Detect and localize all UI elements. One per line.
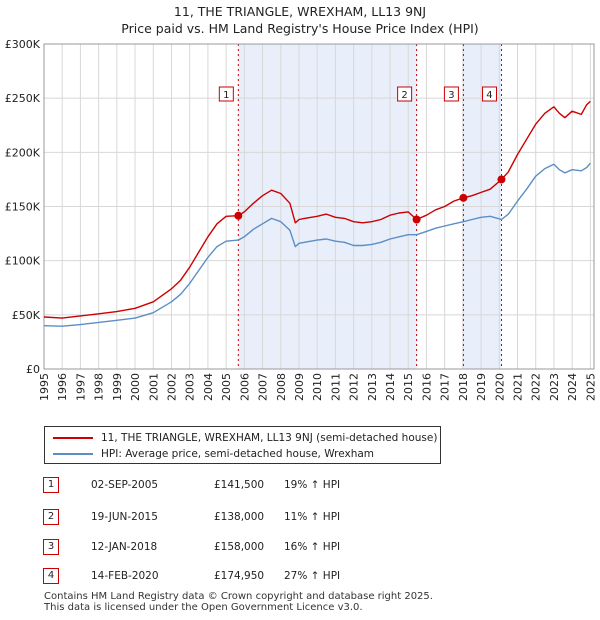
transaction-price: £158,000 [214,541,265,553]
transaction-hpi-diff: 27% ↑ HPI [284,570,341,582]
transaction-hpi-diff: 16% ↑ HPI [284,541,341,553]
y-tick-label: £50K [12,309,41,322]
sale-point [412,215,421,224]
y-tick-label: £300K [5,38,41,51]
x-tick-label: 2014 [384,373,397,401]
chart-title: 11, THE TRIANGLE, WREXHAM, LL13 9NJ [173,4,427,19]
sale-label-number: 4 [486,90,492,101]
x-tick-label: 2013 [366,373,379,401]
x-tick-label: 2003 [184,373,197,401]
legend-label-hpi: HPI: Average price, semi-detached house,… [101,448,375,460]
transaction-hpi-diff: 19% ↑ HPI [284,479,341,491]
x-tick-label: 2008 [275,373,288,401]
x-tick-label: 2025 [584,373,597,401]
footer-copyright: Contains HM Land Registry data © Crown c… [44,591,433,602]
transaction-hpi-diff: 11% ↑ HPI [284,511,341,523]
sale-label-number: 3 [448,90,454,101]
transaction-date: 19-JUN-2015 [91,511,158,523]
footer-licence: This data is licensed under the Open Gov… [44,602,363,613]
legend-item-hpi: HPI: Average price, semi-detached house,… [53,447,374,461]
transaction-number-badge: 3 [43,539,59,555]
x-tick-label: 2006 [238,373,251,401]
x-tick-label: 2024 [566,373,579,401]
y-tick-label: £0 [26,363,40,376]
x-tick-label: 2023 [548,373,561,401]
transaction-price: £138,000 [214,511,265,523]
sale-point [459,193,468,202]
x-tick-label: 1996 [56,373,69,401]
transaction-price: £141,500 [214,479,265,491]
legend-swatch-red [53,437,93,439]
x-tick-label: 2015 [402,373,415,401]
x-tick-label: 2010 [311,373,324,401]
x-tick-label: 2005 [220,373,233,401]
chart-legend: 11, THE TRIANGLE, WREXHAM, LL13 9NJ (sem… [44,426,441,464]
sale-label-number: 2 [401,90,407,101]
chart-subtitle: Price paid vs. HM Land Registry's House … [121,21,479,36]
transaction-price: £174,950 [214,570,265,582]
x-tick-label: 2020 [493,373,506,401]
y-tick-label: £250K [5,92,41,105]
sale-label-box [218,86,234,102]
hpi-line [43,162,591,327]
transaction-row: 2 19-JUN-2015 £138,000 11% ↑ HPI [0,506,600,530]
transaction-row: 4 14-FEB-2020 £174,950 27% ↑ HPI [0,565,600,589]
x-tick-label: 2018 [457,373,470,401]
transaction-number-badge: 4 [43,568,59,584]
x-tick-label: 1999 [111,373,124,401]
x-tick-label: 1998 [93,373,106,401]
legend-item-property: 11, THE TRIANGLE, WREXHAM, LL13 9NJ (sem… [53,431,437,445]
x-tick-label: 2004 [202,373,215,401]
x-tick-label: 1995 [38,373,51,401]
sale-label-box [397,86,413,102]
transaction-number-badge: 1 [43,477,59,493]
transaction-number-badge: 2 [43,509,59,525]
legend-label-property: 11, THE TRIANGLE, WREXHAM, LL13 9NJ (sem… [101,432,438,444]
x-tick-label: 2007 [257,373,270,401]
x-tick-label: 2017 [439,373,452,401]
transaction-row: 3 12-JAN-2018 £158,000 16% ↑ HPI [0,536,600,560]
transaction-date: 14-FEB-2020 [91,570,159,582]
x-tick-label: 1997 [74,373,87,401]
x-tick-label: 2000 [129,373,142,401]
transaction-row: 1 02-SEP-2005 £141,500 19% ↑ HPI [0,474,600,498]
price-paid-line [43,100,591,319]
x-tick-label: 2009 [293,373,306,401]
x-tick-label: 2019 [475,373,488,401]
transaction-date: 02-SEP-2005 [91,479,159,491]
sale-label-box [443,86,459,102]
x-tick-label: 2016 [420,373,433,401]
x-tick-label: 2002 [165,373,178,401]
sale-point [234,211,243,220]
x-tick-label: 2012 [348,373,361,401]
y-tick-label: £100K [5,255,41,268]
plot-frame [43,43,595,370]
sale-point [497,175,506,184]
y-tick-label: £150K [5,201,41,214]
transaction-date: 12-JAN-2018 [91,541,158,553]
sale-label-number: 1 [223,90,229,101]
y-tick-label: £200K [5,146,41,159]
x-tick-label: 2011 [329,373,342,401]
x-tick-label: 2021 [512,373,525,401]
x-tick-label: 2001 [147,373,160,401]
price-chart: £0 £50K £100K £150K £200K £250K £300K 1995 1996 1… [5,38,598,401]
legend-swatch-blue [53,453,93,455]
sale-label-box [481,86,497,102]
x-tick-label: 2022 [530,373,543,401]
